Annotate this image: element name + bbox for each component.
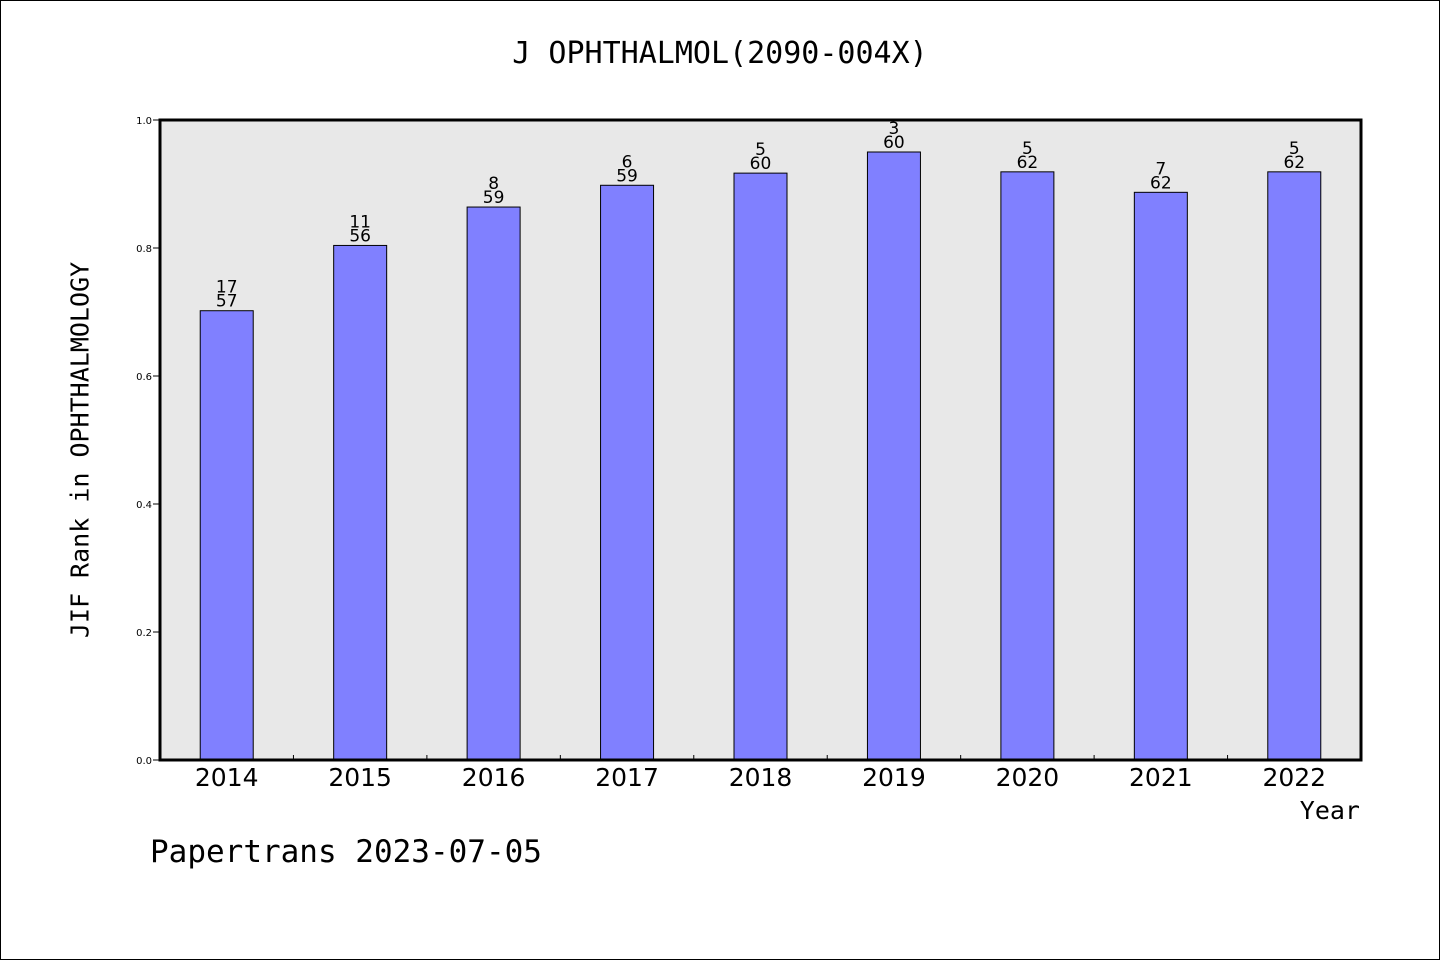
bar-label-rank: 5 [1022,139,1033,159]
plot-border [158,118,1363,762]
bar-2017 [600,184,655,761]
bar-2018 [733,172,788,761]
y-tick-label: 0.6 [136,372,152,383]
bar-label-rank: 11 [349,212,371,232]
bar-2014 [199,310,254,761]
bar-label-total: 59 [483,188,505,208]
x-axis-title: Year [1299,796,1360,825]
bar-label-total: 56 [349,226,371,246]
y-tick-label: 0.0 [136,756,152,767]
x-tick-label: 2014 [195,763,259,792]
bar-2015 [333,244,388,761]
bar-label-rank: 7 [1155,159,1166,179]
bar-label-rank: 17 [216,278,238,298]
bars-layer [199,151,1322,761]
footer-text: Papertrans 2023-07-05 [150,834,542,870]
x-tick-label: 2017 [595,763,659,792]
bar-label-rank: 5 [1289,139,1300,159]
x-tick-label: 2016 [462,763,526,792]
bar-2022 [1267,171,1322,761]
y-tick-label: 1.0 [136,116,152,127]
x-tick-label: 2015 [328,763,392,792]
bar-label-rank: 3 [889,119,900,139]
x-tick-label: 2020 [996,763,1060,792]
bar-2021 [1133,191,1188,761]
bar-label-rank: 5 [755,140,766,160]
bar-2019 [866,151,921,761]
x-tick-label: 2022 [1262,763,1326,792]
y-tick-label: 0.4 [136,500,152,511]
bar-2020 [1000,171,1055,761]
bar-label-total: 59 [616,166,638,186]
x-tick-label: 2018 [729,763,793,792]
bar-label-total: 62 [1150,173,1172,193]
labels-layer: 0.00.20.40.60.81.05717201456112015598201… [136,116,1326,792]
x-tick-label: 2021 [1129,763,1193,792]
bar-2016 [466,206,521,761]
x-tick-label: 2019 [862,763,926,792]
bar-label-rank: 8 [488,174,499,194]
bar-label-total: 60 [750,154,772,174]
bar-label-rank: 6 [622,152,633,172]
y-tick-label: 0.8 [136,244,152,255]
chart-title: J OPHTHALMOL(2090-004X) [512,36,928,71]
bar-label-total: 62 [1017,153,1039,173]
y-tick-label: 0.2 [136,628,152,639]
bar-label-total: 60 [883,133,905,153]
bar-label-total: 57 [216,292,238,312]
bar-label-total: 62 [1283,153,1305,173]
